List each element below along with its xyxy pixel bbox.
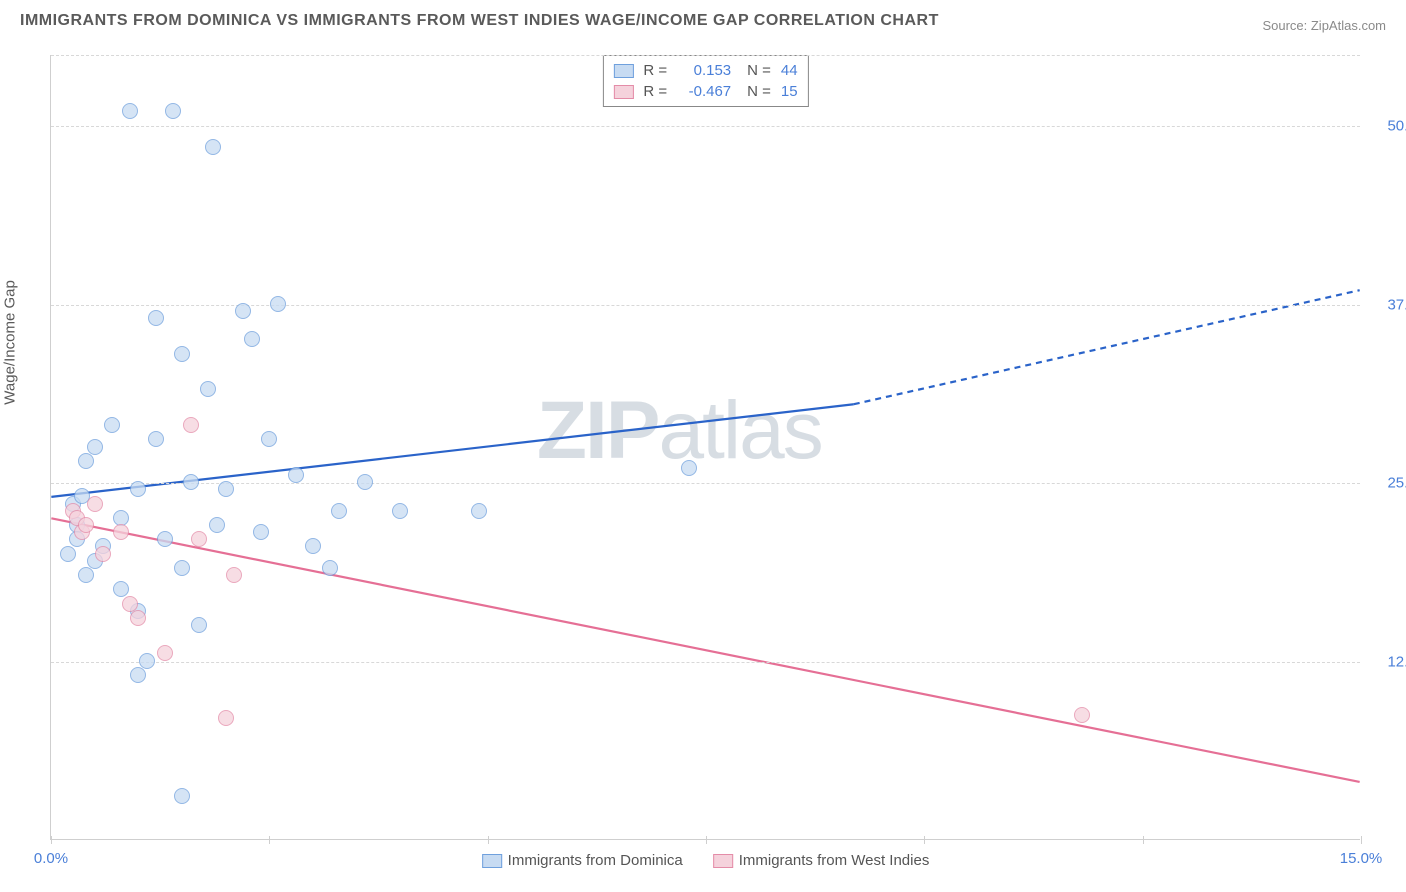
x-tick (269, 836, 270, 844)
data-point (244, 331, 260, 347)
data-point (113, 524, 129, 540)
data-point (157, 645, 173, 661)
data-point (78, 567, 94, 583)
data-point (183, 474, 199, 490)
data-point (174, 346, 190, 362)
data-point (130, 667, 146, 683)
grid-line (51, 126, 1360, 127)
x-tick-label-left: 0.0% (34, 850, 68, 867)
data-point (261, 431, 277, 447)
data-point (305, 538, 321, 554)
r-value-2: -0.467 (677, 83, 731, 100)
data-point (235, 303, 251, 319)
data-point (130, 610, 146, 626)
x-tick (706, 836, 707, 844)
legend-label-2: Immigrants from West Indies (739, 852, 930, 869)
data-point (218, 481, 234, 497)
r-value-1: 0.153 (677, 62, 731, 79)
data-point (139, 653, 155, 669)
data-point (148, 310, 164, 326)
legend-correlation: R = 0.153 N = 44 R = -0.467 N = 15 (602, 55, 808, 107)
data-point (174, 560, 190, 576)
data-point (165, 103, 181, 119)
r-label: R = (643, 62, 667, 79)
legend-row-series-2: R = -0.467 N = 15 (613, 81, 797, 102)
plot-area: ZIPatlas R = 0.153 N = 44 R = -0.467 N =… (50, 55, 1360, 840)
data-point (78, 517, 94, 533)
x-tick (1361, 836, 1362, 844)
data-point (148, 431, 164, 447)
grid-line (51, 662, 1360, 663)
data-point (218, 710, 234, 726)
x-tick (1143, 836, 1144, 844)
swatch-series-2 (613, 85, 633, 99)
swatch-series-1 (613, 64, 633, 78)
data-point (209, 517, 225, 533)
data-point (331, 503, 347, 519)
data-point (322, 560, 338, 576)
y-axis-title: Wage/Income Gap (2, 280, 19, 405)
legend-label-1: Immigrants from Dominica (508, 852, 683, 869)
data-point (681, 460, 697, 476)
data-point (130, 481, 146, 497)
trend-lines (51, 55, 1360, 839)
y-tick-label: 12.5% (1370, 653, 1406, 670)
legend-item-1: Immigrants from Dominica (482, 852, 683, 869)
data-point (471, 503, 487, 519)
x-tick (924, 836, 925, 844)
data-point (87, 439, 103, 455)
x-tick-label-right: 15.0% (1340, 850, 1383, 867)
legend-item-2: Immigrants from West Indies (713, 852, 930, 869)
data-point (122, 103, 138, 119)
swatch-series-2-bottom (713, 854, 733, 868)
data-point (60, 546, 76, 562)
data-point (253, 524, 269, 540)
data-point (78, 453, 94, 469)
y-tick-label: 50.0% (1370, 118, 1406, 135)
data-point (104, 417, 120, 433)
data-point (87, 496, 103, 512)
r-label: R = (643, 83, 667, 100)
legend-row-series-1: R = 0.153 N = 44 (613, 60, 797, 81)
data-point (157, 531, 173, 547)
data-point (270, 296, 286, 312)
chart-container: IMMIGRANTS FROM DOMINICA VS IMMIGRANTS F… (0, 0, 1406, 892)
data-point (226, 567, 242, 583)
data-point (191, 617, 207, 633)
n-value-1: 44 (781, 62, 798, 79)
n-value-2: 15 (781, 83, 798, 100)
legend-series: Immigrants from Dominica Immigrants from… (482, 852, 930, 869)
chart-title: IMMIGRANTS FROM DOMINICA VS IMMIGRANTS F… (20, 12, 939, 30)
data-point (95, 546, 111, 562)
data-point (174, 788, 190, 804)
source-attribution: Source: ZipAtlas.com (1262, 18, 1386, 33)
grid-line (51, 55, 1360, 56)
data-point (183, 417, 199, 433)
y-tick-label: 25.0% (1370, 475, 1406, 492)
data-point (205, 139, 221, 155)
y-tick-label: 37.5% (1370, 296, 1406, 313)
data-point (392, 503, 408, 519)
swatch-series-1-bottom (482, 854, 502, 868)
n-label: N = (747, 83, 771, 100)
x-tick (51, 836, 52, 844)
n-label: N = (747, 62, 771, 79)
x-tick (488, 836, 489, 844)
data-point (200, 381, 216, 397)
data-point (357, 474, 373, 490)
data-point (288, 467, 304, 483)
data-point (191, 531, 207, 547)
grid-line (51, 483, 1360, 484)
data-point (1074, 707, 1090, 723)
